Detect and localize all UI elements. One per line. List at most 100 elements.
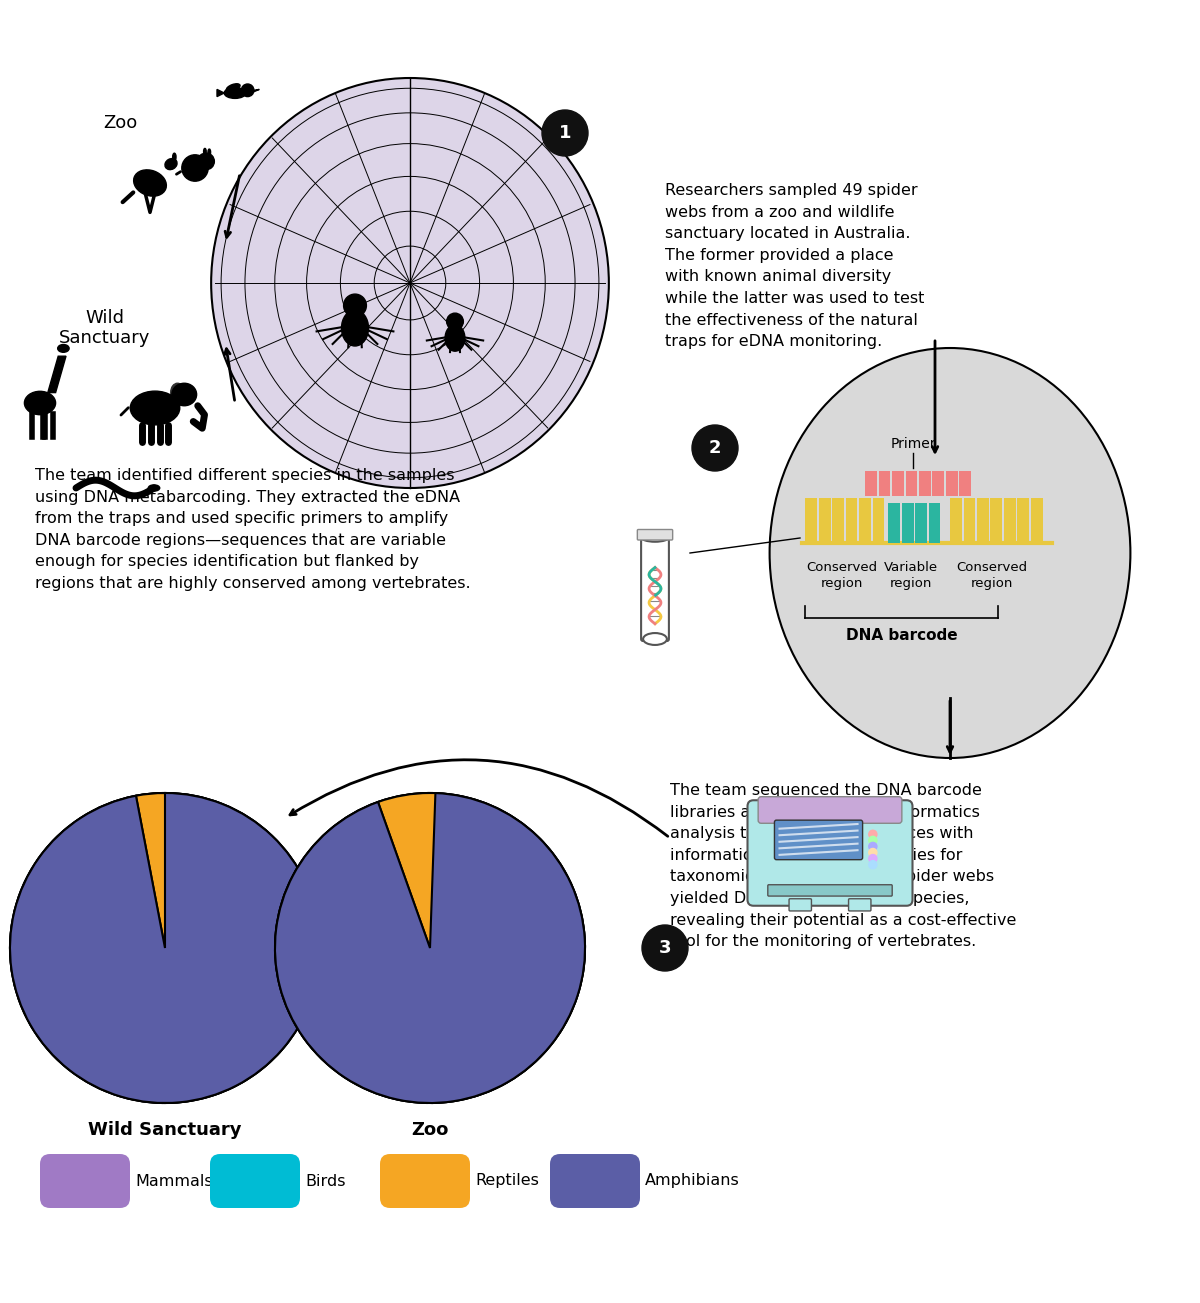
Text: Primer: Primer: [890, 437, 936, 451]
Circle shape: [869, 848, 877, 856]
Ellipse shape: [133, 169, 167, 197]
Ellipse shape: [164, 159, 178, 169]
Wedge shape: [284, 794, 584, 1104]
FancyBboxPatch shape: [929, 503, 941, 543]
Ellipse shape: [204, 149, 206, 155]
Circle shape: [869, 860, 877, 869]
Text: Birds: Birds: [305, 1174, 346, 1188]
Polygon shape: [48, 356, 66, 392]
FancyBboxPatch shape: [892, 470, 904, 496]
FancyBboxPatch shape: [818, 498, 830, 543]
FancyBboxPatch shape: [848, 899, 871, 911]
Ellipse shape: [172, 383, 197, 405]
Text: Wild Sanctuary: Wild Sanctuary: [89, 1121, 241, 1139]
FancyBboxPatch shape: [906, 470, 918, 496]
Ellipse shape: [769, 348, 1130, 758]
Text: Variable
region: Variable region: [884, 562, 938, 590]
FancyBboxPatch shape: [872, 498, 884, 543]
Ellipse shape: [24, 391, 55, 414]
Text: DNA barcode: DNA barcode: [846, 628, 958, 642]
FancyBboxPatch shape: [748, 800, 912, 906]
FancyArrowPatch shape: [122, 193, 133, 202]
Circle shape: [343, 294, 366, 317]
FancyBboxPatch shape: [1031, 498, 1043, 543]
Circle shape: [642, 925, 688, 971]
Text: 2: 2: [709, 439, 721, 457]
Text: Amphibians: Amphibians: [646, 1174, 739, 1188]
Circle shape: [869, 855, 877, 863]
FancyBboxPatch shape: [950, 498, 962, 543]
Ellipse shape: [641, 532, 670, 542]
Circle shape: [869, 842, 877, 851]
FancyBboxPatch shape: [960, 470, 972, 496]
FancyBboxPatch shape: [210, 1154, 300, 1208]
FancyBboxPatch shape: [878, 470, 890, 496]
FancyBboxPatch shape: [888, 503, 900, 543]
FancyBboxPatch shape: [805, 498, 817, 543]
FancyBboxPatch shape: [40, 1154, 130, 1208]
Circle shape: [542, 109, 588, 156]
FancyBboxPatch shape: [550, 1154, 640, 1208]
Ellipse shape: [342, 310, 368, 347]
Polygon shape: [217, 90, 224, 96]
FancyBboxPatch shape: [919, 470, 931, 496]
Ellipse shape: [170, 383, 185, 401]
Wedge shape: [275, 794, 436, 1101]
FancyBboxPatch shape: [901, 503, 913, 543]
Text: Zoo: Zoo: [412, 1121, 449, 1139]
Wedge shape: [10, 794, 166, 1104]
Text: The team identified different species in the samples
using DNA metabarcoding. Th: The team identified different species in…: [35, 468, 470, 592]
FancyArrowPatch shape: [176, 172, 180, 175]
FancyBboxPatch shape: [768, 885, 893, 896]
Text: Zoo: Zoo: [103, 113, 137, 132]
Text: Conserved
region: Conserved region: [956, 562, 1027, 590]
FancyBboxPatch shape: [964, 498, 976, 543]
Ellipse shape: [227, 83, 240, 91]
Ellipse shape: [211, 78, 608, 489]
FancyArrowPatch shape: [121, 408, 128, 416]
Text: 1: 1: [559, 124, 571, 142]
FancyBboxPatch shape: [380, 1154, 470, 1208]
FancyBboxPatch shape: [932, 470, 944, 496]
FancyBboxPatch shape: [832, 498, 844, 543]
Wedge shape: [275, 794, 584, 1104]
FancyBboxPatch shape: [641, 536, 668, 641]
Text: Wild
Sanctuary: Wild Sanctuary: [59, 309, 151, 348]
FancyBboxPatch shape: [916, 503, 928, 543]
FancyBboxPatch shape: [758, 796, 902, 823]
Ellipse shape: [149, 485, 160, 491]
Circle shape: [182, 155, 209, 181]
FancyBboxPatch shape: [977, 498, 989, 543]
Wedge shape: [10, 794, 320, 1104]
FancyBboxPatch shape: [1004, 498, 1016, 543]
FancyBboxPatch shape: [865, 470, 877, 496]
Ellipse shape: [224, 87, 246, 99]
Text: Conserved
region: Conserved region: [806, 562, 877, 590]
FancyBboxPatch shape: [946, 470, 958, 496]
Polygon shape: [254, 90, 259, 91]
FancyBboxPatch shape: [774, 820, 863, 860]
Ellipse shape: [208, 149, 211, 155]
Circle shape: [446, 313, 463, 330]
Wedge shape: [100, 794, 320, 1104]
Ellipse shape: [58, 344, 70, 352]
Circle shape: [198, 152, 215, 169]
Text: The team sequenced the DNA barcode
libraries and performed bioinformatics
analys: The team sequenced the DNA barcode libra…: [670, 783, 1016, 949]
Ellipse shape: [643, 633, 667, 645]
Circle shape: [869, 830, 877, 838]
Text: Reptiles: Reptiles: [475, 1174, 539, 1188]
Ellipse shape: [131, 391, 180, 425]
FancyBboxPatch shape: [846, 498, 858, 543]
FancyBboxPatch shape: [637, 529, 673, 539]
FancyBboxPatch shape: [790, 899, 811, 911]
Ellipse shape: [173, 154, 176, 160]
Text: Mammals: Mammals: [134, 1174, 212, 1188]
Circle shape: [241, 83, 254, 96]
Circle shape: [692, 425, 738, 470]
Circle shape: [869, 837, 877, 844]
Text: 3: 3: [659, 939, 671, 956]
FancyBboxPatch shape: [990, 498, 1002, 543]
Wedge shape: [10, 794, 320, 1104]
Text: Researchers sampled 49 spider
webs from a zoo and wildlife
sanctuary located in : Researchers sampled 49 spider webs from …: [665, 182, 924, 349]
FancyBboxPatch shape: [859, 498, 871, 543]
